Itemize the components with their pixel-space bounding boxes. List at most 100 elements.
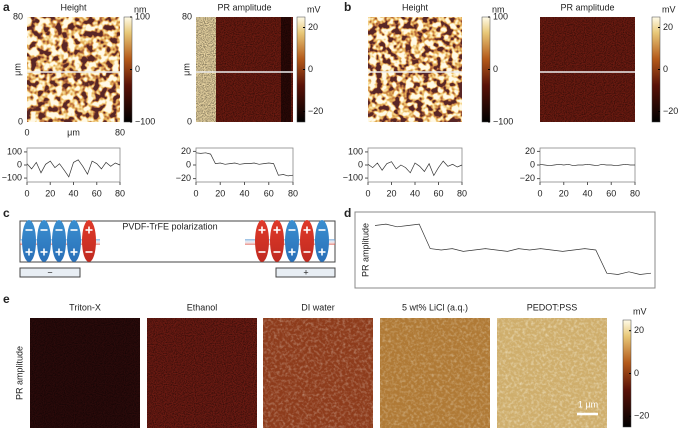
y-axis-label: PR amplitude bbox=[14, 346, 24, 400]
electrode bbox=[19, 267, 81, 278]
x-tick-label: 40 bbox=[239, 188, 249, 198]
electrode bbox=[275, 267, 336, 278]
profile-line bbox=[367, 160, 463, 177]
colorbar-unit: nm bbox=[492, 4, 505, 14]
pr-map-grain bbox=[196, 17, 293, 122]
dipole bbox=[22, 220, 36, 262]
y-tick-label: 100 bbox=[348, 146, 363, 156]
x-tick-label: 80 bbox=[457, 188, 467, 198]
y-tick-label: 0 bbox=[186, 159, 191, 169]
y-tick-label: 80 bbox=[182, 11, 192, 21]
x-tick-label: 80 bbox=[115, 188, 125, 198]
y-tick-label: 0 bbox=[530, 159, 535, 169]
panel-label: d bbox=[344, 206, 351, 220]
profile-line bbox=[374, 223, 652, 275]
panel-label: e bbox=[3, 292, 10, 306]
map-title: PEDOT:PSS bbox=[527, 302, 578, 312]
map-title: Height bbox=[60, 2, 87, 12]
y-tick-label: 0 bbox=[187, 116, 192, 126]
colorbar-tick-label: −100 bbox=[135, 116, 155, 126]
y-tick-label: 0 bbox=[17, 159, 22, 169]
pr-map-grain bbox=[380, 318, 490, 428]
y-tick-label: 20 bbox=[181, 146, 191, 156]
y-axis-label: PR amplitude bbox=[360, 223, 370, 277]
electrode-label: + bbox=[303, 267, 308, 277]
y-tick-label: −20 bbox=[176, 173, 191, 183]
colorbar-unit: nm bbox=[134, 4, 147, 14]
x-tick-label: 80 bbox=[115, 127, 125, 137]
panel-label: b bbox=[344, 0, 351, 14]
panel-label: a bbox=[3, 0, 10, 14]
map-title: PR amplitude bbox=[560, 2, 614, 12]
colorbar-tick-label: 0 bbox=[135, 64, 140, 74]
colorbar-unit: mV bbox=[662, 4, 676, 14]
pr-map-grain bbox=[30, 318, 140, 428]
colorbar-tick-label: −20 bbox=[634, 411, 649, 421]
profile-box bbox=[26, 147, 121, 183]
dipole bbox=[82, 220, 96, 262]
pr-map-grain bbox=[497, 318, 607, 428]
x-tick-label: 0 bbox=[24, 188, 29, 198]
pr-map-grain bbox=[263, 318, 373, 428]
x-tick-label: 20 bbox=[386, 188, 396, 198]
y-tick-label: 0 bbox=[358, 159, 363, 169]
profile-line bbox=[539, 163, 635, 167]
x-tick-label: 20 bbox=[45, 188, 55, 198]
electrode-label: − bbox=[47, 267, 52, 277]
dipoles bbox=[22, 220, 329, 262]
y-axis-label: μm bbox=[12, 63, 22, 76]
dipole bbox=[270, 220, 284, 262]
height-map bbox=[27, 17, 120, 122]
y-tick-label: 80 bbox=[13, 11, 23, 21]
height-map bbox=[368, 17, 462, 122]
x-tick-label: 40 bbox=[582, 188, 592, 198]
dipole bbox=[37, 220, 51, 262]
map-title: Triton-X bbox=[69, 302, 101, 312]
colorbar-unit: mV bbox=[633, 306, 647, 316]
x-tick-label: 60 bbox=[264, 188, 274, 198]
diagram-title: PVDF-TrFE polarization bbox=[122, 221, 217, 231]
x-tick-label: 80 bbox=[288, 188, 298, 198]
profile-box bbox=[354, 211, 656, 289]
colorbar-tick-label: 0 bbox=[634, 368, 639, 378]
colorbar-unit: mV bbox=[307, 4, 321, 14]
map-title: DI water bbox=[301, 302, 335, 312]
colorbar-tick-label: 20 bbox=[308, 22, 318, 32]
y-tick-label: −20 bbox=[520, 173, 535, 183]
dipole bbox=[300, 220, 314, 262]
dipole bbox=[315, 220, 329, 262]
profile-box bbox=[195, 147, 294, 183]
x-tick-label: 0 bbox=[193, 188, 198, 198]
x-tick-label: 80 bbox=[630, 188, 640, 198]
map-title: Height bbox=[402, 2, 429, 12]
dipole bbox=[255, 220, 269, 262]
pr-map-grain bbox=[540, 17, 635, 122]
y-tick-label: 100 bbox=[7, 146, 22, 156]
map-title: PR amplitude bbox=[217, 2, 271, 12]
x-tick-label: 0 bbox=[24, 127, 29, 137]
map-title: 5 wt% LiCl (a.q.) bbox=[402, 302, 468, 312]
x-tick-label: 20 bbox=[559, 188, 569, 198]
colorbar-tick-label: 100 bbox=[135, 11, 150, 21]
x-tick-label: 0 bbox=[365, 188, 370, 198]
colorbar-tick-label: 0 bbox=[493, 64, 498, 74]
x-tick-label: 0 bbox=[537, 188, 542, 198]
profile-line bbox=[195, 152, 294, 177]
x-tick-label: 60 bbox=[606, 188, 616, 198]
map-title: Ethanol bbox=[187, 302, 218, 312]
y-tick-label: 0 bbox=[18, 116, 23, 126]
colorbar-tick-label: 0 bbox=[663, 64, 668, 74]
y-tick-label: 20 bbox=[525, 146, 535, 156]
dipole bbox=[67, 220, 81, 262]
dipole bbox=[285, 220, 299, 262]
scale-bar-label: 1 μm bbox=[578, 399, 598, 409]
profile-line bbox=[26, 159, 121, 178]
colorbar-tick-label: −100 bbox=[493, 116, 513, 126]
colorbar-tick-label: 20 bbox=[663, 22, 673, 32]
y-axis-label: μm bbox=[181, 63, 191, 76]
y-tick-label: −100 bbox=[2, 172, 22, 182]
map-images bbox=[27, 17, 635, 428]
colorbar-tick-label: −20 bbox=[308, 106, 323, 116]
panel-label: c bbox=[3, 206, 10, 220]
x-tick-label: 60 bbox=[433, 188, 443, 198]
